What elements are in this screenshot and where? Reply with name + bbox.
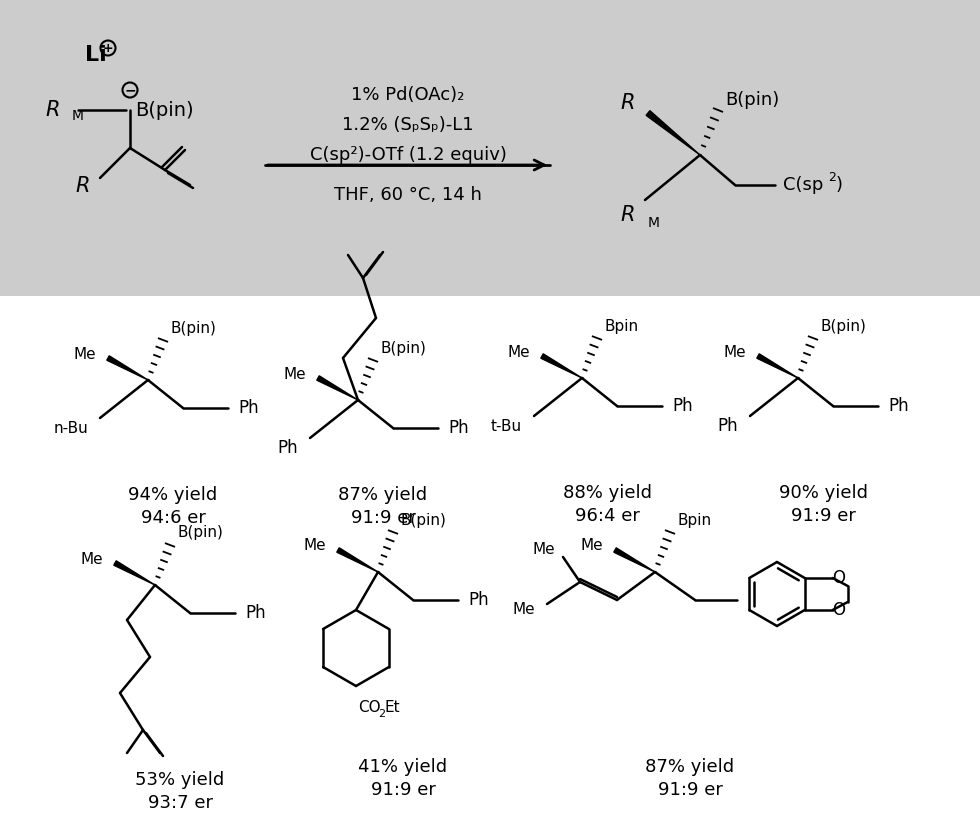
Text: ): ): [836, 176, 843, 194]
Text: R: R: [75, 176, 90, 196]
Text: 91:9 er: 91:9 er: [658, 781, 722, 799]
Polygon shape: [613, 548, 655, 572]
Text: Me: Me: [723, 344, 746, 359]
Text: R: R: [620, 93, 635, 113]
Text: C(sp: C(sp: [783, 176, 823, 194]
Text: Ph: Ph: [468, 591, 489, 609]
Text: 91:9 er: 91:9 er: [351, 509, 416, 527]
Text: Ph: Ph: [245, 604, 266, 622]
Text: B(pin): B(pin): [400, 513, 446, 527]
Text: n-Bu: n-Bu: [53, 420, 88, 435]
Text: Me: Me: [532, 542, 555, 557]
Text: M: M: [72, 109, 84, 123]
Text: Ph: Ph: [277, 439, 298, 457]
Text: Me: Me: [304, 539, 326, 554]
Text: 90% yield: 90% yield: [778, 484, 867, 502]
Polygon shape: [114, 560, 155, 585]
Text: Me: Me: [580, 539, 603, 554]
Text: 1.2% (SₚSₚ)-L1: 1.2% (SₚSₚ)-L1: [342, 116, 473, 134]
Text: R: R: [45, 100, 60, 120]
Text: B(pin): B(pin): [725, 91, 779, 109]
Text: 96:4 er: 96:4 er: [574, 507, 639, 525]
Text: O: O: [832, 601, 845, 619]
Text: B(pin): B(pin): [135, 101, 194, 119]
Text: Li: Li: [85, 45, 107, 65]
Text: M: M: [648, 216, 660, 230]
Text: R: R: [620, 205, 635, 225]
Text: 1% Pd(OAc)₂: 1% Pd(OAc)₂: [351, 86, 465, 104]
Text: 94:6 er: 94:6 er: [140, 509, 206, 527]
Text: 94% yield: 94% yield: [128, 486, 218, 504]
Text: 53% yield: 53% yield: [135, 771, 224, 789]
Text: C(sp²)-OTf (1.2 equiv): C(sp²)-OTf (1.2 equiv): [310, 146, 507, 164]
Text: Ph: Ph: [448, 419, 468, 437]
Text: 2: 2: [828, 170, 836, 183]
Text: Ph: Ph: [238, 399, 259, 417]
Text: Me: Me: [513, 602, 535, 617]
Text: 87% yield: 87% yield: [646, 758, 735, 776]
Text: 88% yield: 88% yield: [563, 484, 652, 502]
Text: B(pin): B(pin): [380, 340, 426, 355]
Polygon shape: [646, 111, 700, 155]
Text: B(pin): B(pin): [170, 320, 216, 335]
Polygon shape: [337, 548, 378, 572]
Text: Ph: Ph: [888, 397, 908, 415]
Polygon shape: [541, 354, 582, 378]
Text: 93:7 er: 93:7 er: [148, 794, 213, 812]
Polygon shape: [757, 354, 798, 378]
Text: THF, 60 °C, 14 h: THF, 60 °C, 14 h: [334, 186, 482, 204]
Text: O: O: [832, 569, 845, 587]
Text: CO: CO: [358, 701, 380, 716]
Text: Me: Me: [283, 366, 306, 381]
Text: t-Bu: t-Bu: [491, 419, 522, 434]
Text: +: +: [103, 42, 114, 54]
Text: 87% yield: 87% yield: [338, 486, 427, 504]
Text: 91:9 er: 91:9 er: [791, 507, 856, 525]
Text: 2: 2: [378, 709, 385, 719]
Text: B(pin): B(pin): [177, 525, 222, 540]
Text: 91:9 er: 91:9 er: [370, 781, 435, 799]
Text: Bpin: Bpin: [677, 513, 711, 527]
Text: Ph: Ph: [717, 417, 738, 435]
Text: Et: Et: [384, 701, 400, 716]
Text: Ph: Ph: [672, 397, 693, 415]
Text: −: −: [124, 83, 136, 97]
Text: Bpin: Bpin: [604, 319, 638, 334]
Text: Me: Me: [80, 551, 103, 566]
Text: Me: Me: [74, 346, 96, 361]
Text: 41% yield: 41% yield: [359, 758, 448, 776]
Polygon shape: [317, 376, 358, 400]
Polygon shape: [107, 356, 148, 380]
Text: B(pin): B(pin): [820, 319, 866, 334]
Text: Me: Me: [508, 344, 530, 359]
Bar: [0, 0, 980, 296]
